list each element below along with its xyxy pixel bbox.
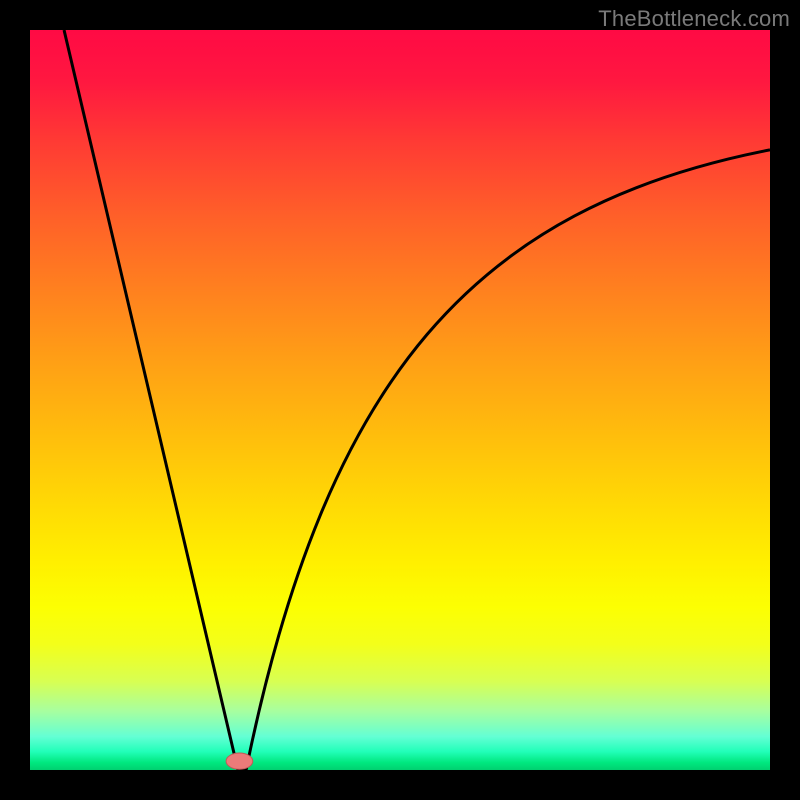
chart-container: TheBottleneck.com xyxy=(0,0,800,800)
plot-area xyxy=(30,30,770,770)
optimal-point-marker xyxy=(226,753,253,769)
watermark-text: TheBottleneck.com xyxy=(598,6,790,32)
curve-layer xyxy=(30,30,770,770)
bottleneck-curve xyxy=(64,30,770,770)
